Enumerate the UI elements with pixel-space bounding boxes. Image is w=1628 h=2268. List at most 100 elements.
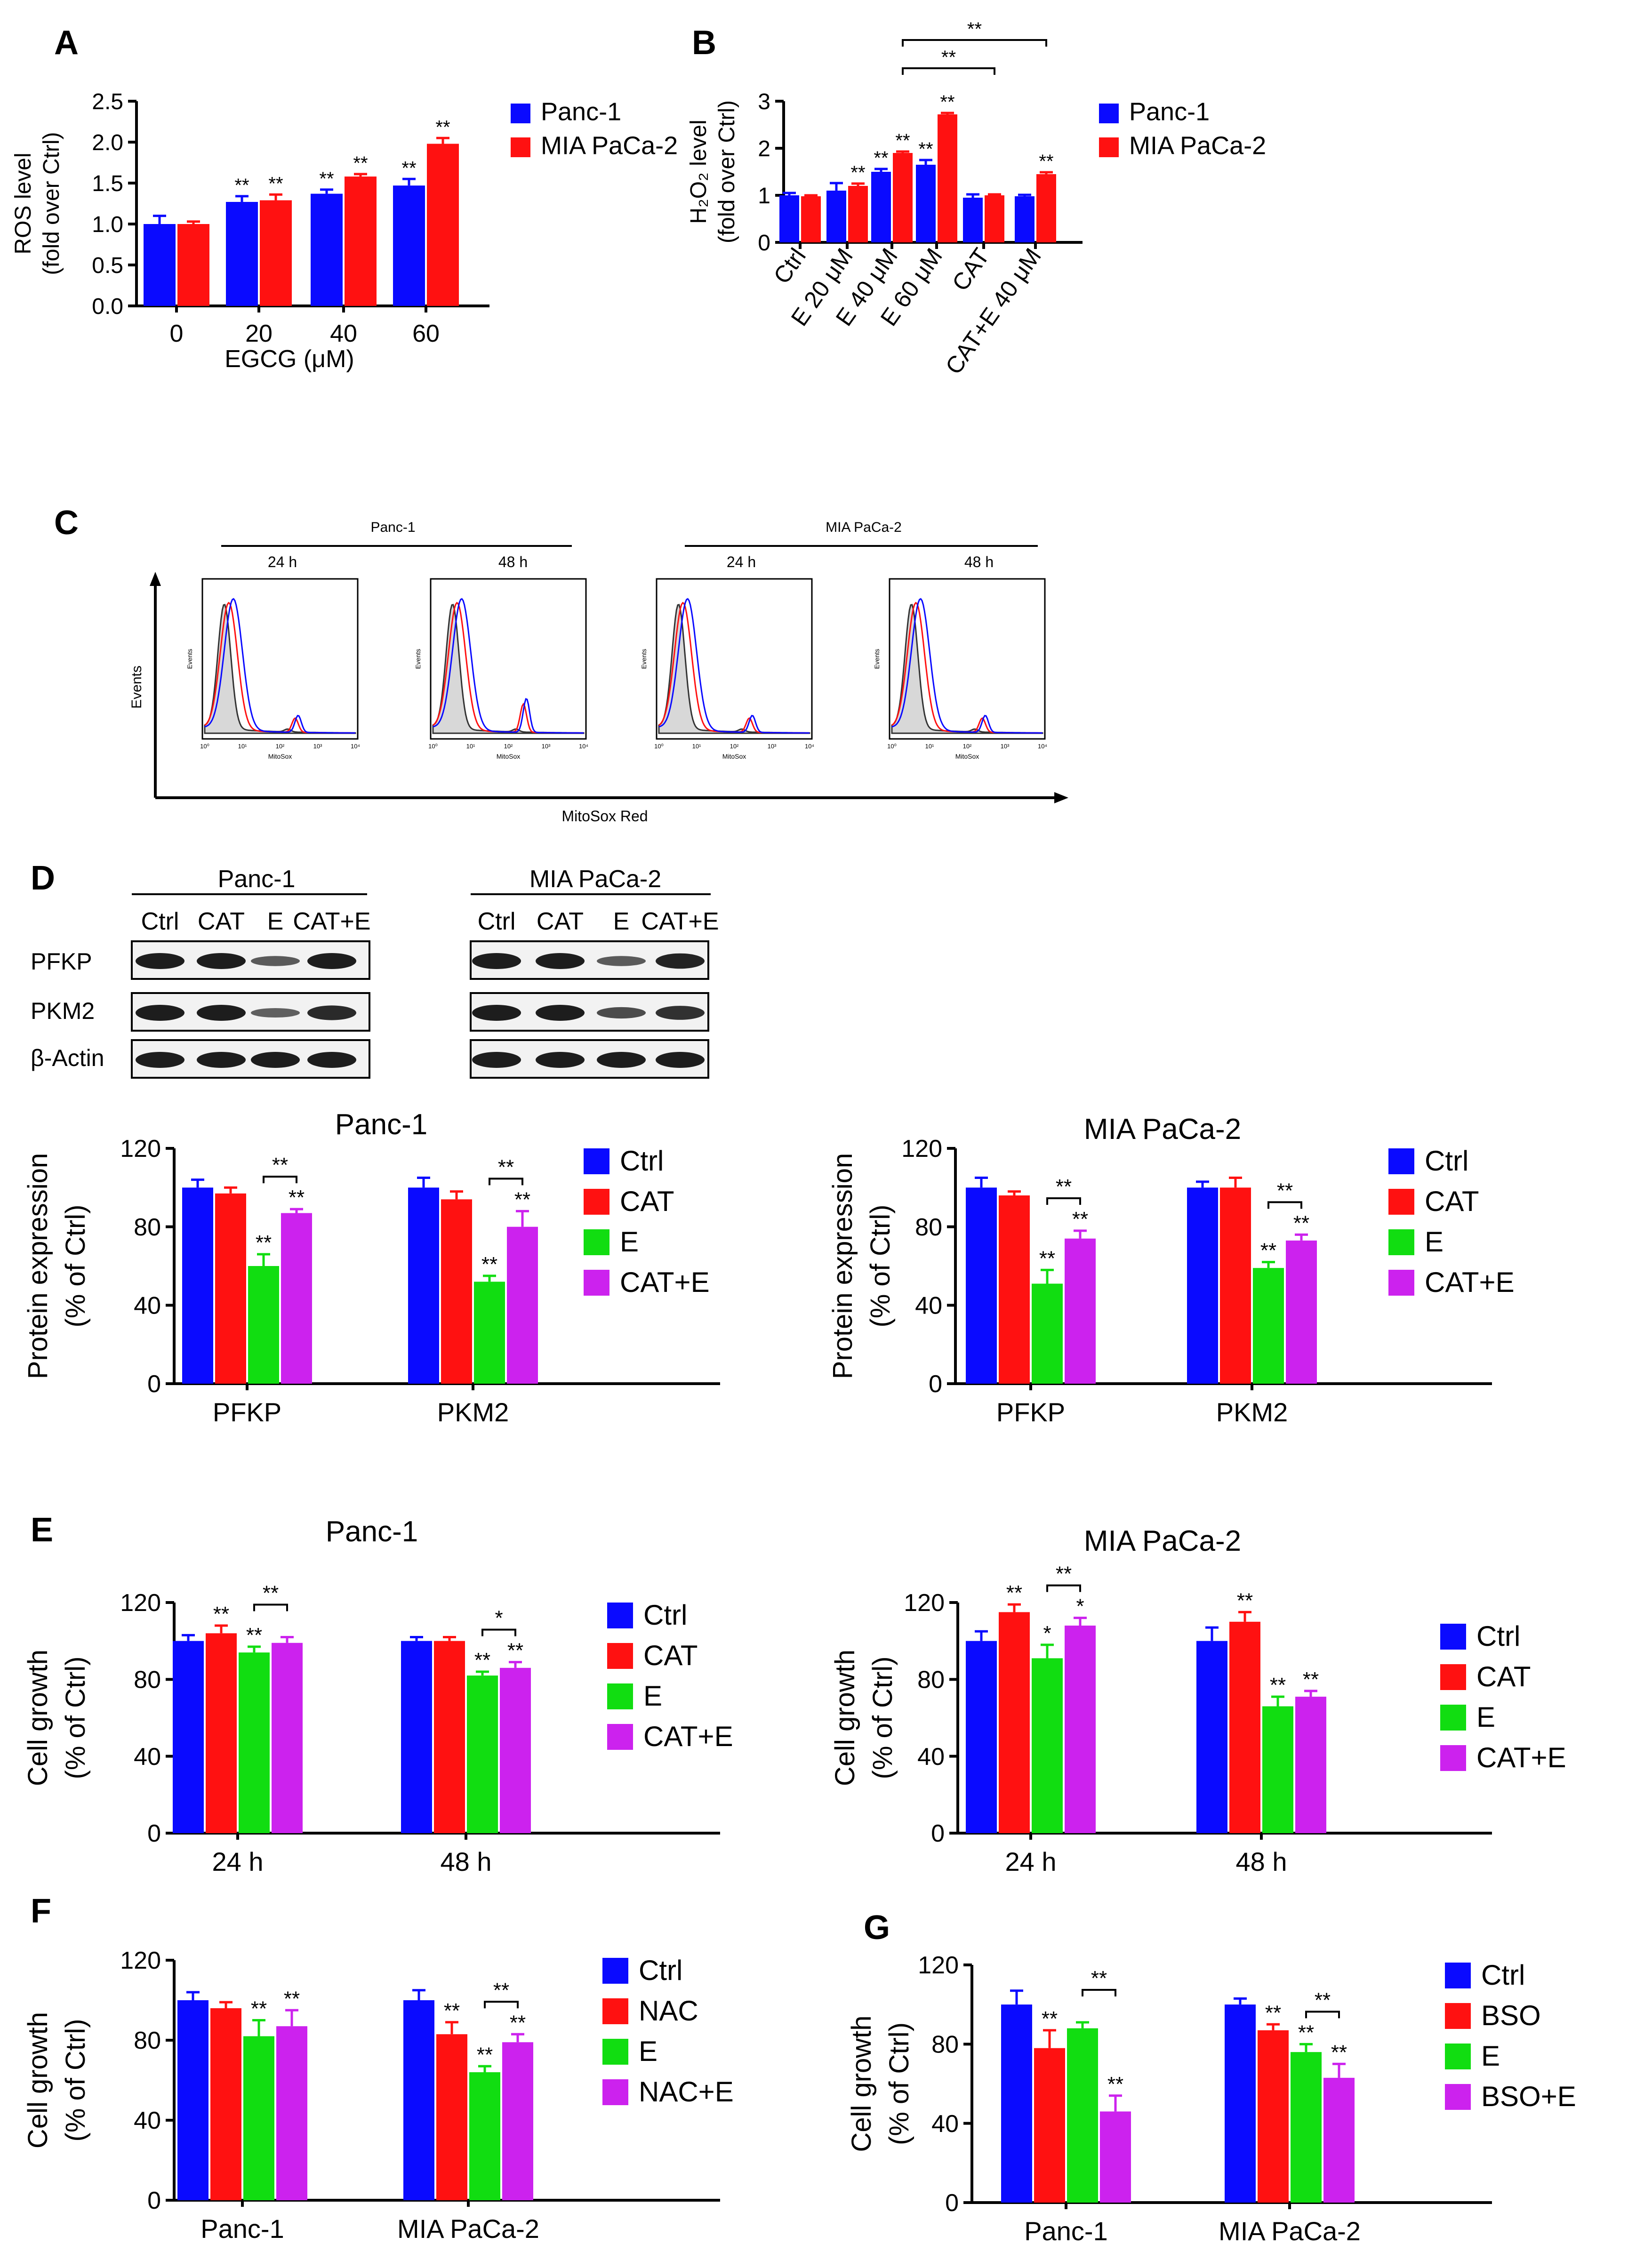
- y-tick-label: 0: [147, 2187, 161, 2214]
- bar: [173, 1641, 204, 1833]
- y-tick-label: 80: [134, 1214, 161, 1241]
- significance-label: **: [1042, 2007, 1058, 2030]
- y-tick-label: 0: [945, 2189, 959, 2217]
- significance-bracket: [1046, 1584, 1081, 1592]
- histogram-tick: 10²: [730, 743, 739, 750]
- significance-label: **: [918, 139, 933, 160]
- blot-band: [136, 1052, 184, 1068]
- bar: [1067, 2028, 1098, 2203]
- significance-label: **: [246, 1624, 262, 1647]
- histogram-tick: 10⁴: [579, 743, 588, 750]
- histogram-tick: 10⁰: [200, 743, 209, 750]
- significance-label: **: [510, 2011, 526, 2034]
- legend-label: NAC+E: [639, 2076, 734, 2108]
- bar: [893, 153, 913, 242]
- histogram-plot: Events MitoSox 10⁰ 10¹ 10² 10³ 10⁴: [186, 578, 360, 760]
- significance-label: **: [1072, 1208, 1088, 1231]
- chart-title: MIA PaCa-2: [1084, 1525, 1241, 1557]
- panel-c-group1-label: Panc-1: [370, 520, 415, 535]
- histogram-tick: 10⁴: [351, 743, 360, 750]
- bracket-label: **: [1315, 1988, 1331, 2012]
- y-tick-label: 80: [917, 1667, 945, 1694]
- significance-bracket: [481, 1628, 516, 1636]
- significance-label: **: [251, 1997, 267, 2020]
- chart-title: MIA PaCa-2: [1084, 1113, 1241, 1146]
- legend-swatch: [607, 1683, 633, 1709]
- bar: [427, 144, 459, 306]
- bar: [436, 2034, 467, 2200]
- histogram-frame: [201, 578, 359, 740]
- panel-c-group2-label: MIA PaCa-2: [826, 520, 902, 535]
- y-tick-label: 80: [134, 1667, 161, 1694]
- y-tick-label: 40: [931, 2110, 959, 2138]
- significance-label: *: [1043, 1622, 1051, 1645]
- legend-swatch: [1440, 1624, 1466, 1650]
- bar: [1032, 1658, 1063, 1833]
- panel-c-xaxis-label: MitoSox Red: [561, 808, 648, 825]
- y-tick-label: 120: [901, 1135, 942, 1162]
- x-axis-label: EGCG (μM): [225, 345, 354, 373]
- y-tick-label: 2.5: [92, 89, 123, 114]
- significance-label: **: [435, 117, 450, 137]
- bar: [1100, 2111, 1131, 2203]
- bar: [1065, 1626, 1096, 1833]
- bracket-label: **: [1056, 1175, 1072, 1198]
- histogram-y-label: Events: [414, 649, 422, 669]
- legend-swatch: [511, 104, 530, 123]
- histogram-frame: [656, 578, 813, 740]
- legend-label: CAT: [620, 1186, 674, 1217]
- significance-label: **: [474, 1649, 490, 1672]
- legend-swatch: [584, 1148, 609, 1174]
- significance-bracket: [1305, 2011, 1340, 2019]
- significance-label: **: [1006, 1581, 1022, 1604]
- significance-label: **: [319, 168, 334, 189]
- significance-label: **: [1298, 2021, 1314, 2044]
- legend-label: E: [643, 1680, 662, 1712]
- x-tick-label: Panc-1: [200, 2214, 284, 2244]
- x-tick-label: PKM2: [437, 1397, 509, 1427]
- legend-swatch: [1440, 1705, 1466, 1731]
- significance-label: **: [1303, 1668, 1319, 1691]
- histogram-tick: 10³: [542, 743, 551, 750]
- panel-c-time-2: 48 h: [498, 553, 528, 570]
- legend-swatch: [1388, 1148, 1414, 1174]
- significance-label: **: [353, 153, 368, 174]
- significance-label: **: [1293, 1211, 1309, 1234]
- histogram-tick: 10¹: [692, 743, 701, 750]
- histogram-y-label: Events: [186, 649, 193, 669]
- panel-letter-f: F: [31, 1892, 51, 1930]
- histogram-tick: 10⁰: [654, 743, 664, 750]
- legend-label: Ctrl: [643, 1599, 687, 1631]
- x-tick-label: CAT: [947, 243, 994, 296]
- panel-letter-b: B: [692, 24, 716, 62]
- blot-band: [472, 1005, 521, 1021]
- blot-lane-label: E: [613, 908, 630, 935]
- significance-bracket: [253, 1603, 288, 1611]
- bracket-label: **: [1277, 1179, 1293, 1202]
- bar: [1036, 174, 1056, 242]
- significance-bracket: [489, 1178, 523, 1186]
- x-tick-label: 40: [330, 320, 357, 347]
- bar: [467, 1675, 498, 1833]
- x-tick-label: 48 h: [441, 1847, 492, 1876]
- histogram-tick: 10¹: [925, 743, 934, 750]
- significance-label: **: [289, 1186, 305, 1209]
- significance-label: **: [1107, 2073, 1123, 2096]
- chart-d2: 0 40 80 120 Protein expression (% of Ctrl) MIA…: [827, 1113, 1515, 1427]
- legend-label: MIA PaCa-2: [541, 132, 678, 160]
- y-axis-label: (% of Ctrl): [865, 1205, 896, 1328]
- blot-lane-label: CAT: [198, 908, 245, 935]
- panel-c-time-1: 24 h: [268, 553, 297, 570]
- x-tick-label: 0: [170, 320, 184, 347]
- significance-label: **: [1260, 1239, 1276, 1262]
- panel-letter-d: D: [31, 859, 55, 897]
- blot-group1-label: Panc-1: [218, 866, 296, 893]
- significance-label: *: [1076, 1595, 1084, 1618]
- panel-letter-e: E: [31, 1511, 53, 1549]
- blot-lane-label: CAT: [537, 908, 584, 935]
- blot-band: [307, 1005, 356, 1020]
- bar: [985, 195, 1004, 242]
- histogram-tick: 10²: [963, 743, 972, 750]
